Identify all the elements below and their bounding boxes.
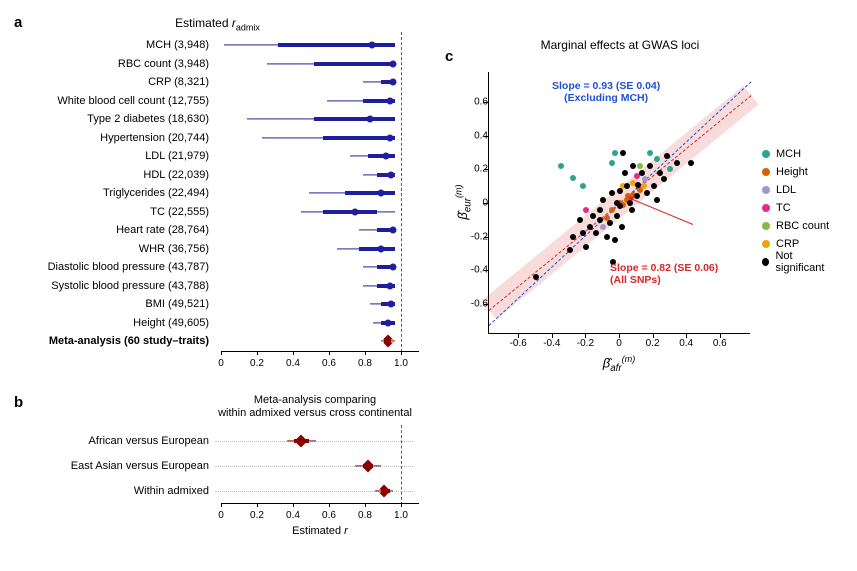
scatter-point [593, 230, 599, 236]
scatter-point [597, 217, 603, 223]
forest-row: Hypertension (20,744) [20, 129, 415, 148]
scatter-point [622, 170, 628, 176]
scatter-point [580, 183, 586, 189]
reference-line-a [401, 32, 402, 352]
forest-plot-b: African versus EuropeanEast Asian versus… [20, 428, 415, 503]
forest-row: Height (49,605) [20, 314, 415, 333]
forest-row: CRP (8,321) [20, 73, 415, 92]
scatter-point [558, 163, 564, 169]
forest-row: RBC count (3,948) [20, 55, 415, 74]
scatter-point [609, 207, 615, 213]
forest-row: Within admixed [20, 478, 415, 503]
forest-row: HDL (22,039) [20, 166, 415, 185]
forest-row: African versus European [20, 428, 415, 453]
forest-row: Heart rate (28,764) [20, 221, 415, 240]
scatter-point [647, 163, 653, 169]
legend-item: Height [762, 163, 840, 181]
panel-c: Marginal effects at GWAS loci -0.6-0.4-0… [440, 40, 840, 400]
annotation-all-snps: Slope = 0.82 (SE 0.06) (All SNPs) [610, 262, 718, 286]
scatter-point [639, 170, 645, 176]
scatter-point [614, 213, 620, 219]
scatter-point [620, 150, 626, 156]
scatter-point [570, 175, 576, 181]
x-axis-a: 00.20.40.60.81.0 [221, 351, 419, 381]
panel-b: Meta-analysis comparing within admixed v… [20, 400, 415, 555]
scatter-point [674, 160, 680, 166]
scatter-plot [488, 72, 750, 334]
scatter-point [612, 237, 618, 243]
scatter-point [654, 156, 660, 162]
legend-item: RBC count [762, 217, 840, 235]
scatter-point [651, 183, 657, 189]
scatter-point [587, 224, 593, 230]
scatter-point [624, 183, 630, 189]
legend-c: MCHHeightLDLTCRBC countCRPNot significan… [762, 145, 840, 271]
scatter-point [667, 166, 673, 172]
scatter-point [688, 160, 694, 166]
legend-item: MCH [762, 145, 840, 163]
scatter-point [533, 274, 539, 280]
legend-item: LDL [762, 181, 840, 199]
forest-row: Type 2 diabetes (18,630) [20, 110, 415, 129]
x-label-c: β̂afr(m) [488, 354, 750, 374]
forest-row: WHR (36,756) [20, 240, 415, 259]
scatter-point [607, 220, 613, 226]
scatter-point [577, 217, 583, 223]
forest-row: TC (22,555) [20, 203, 415, 222]
reference-line-b [401, 425, 402, 505]
scatter-point [657, 170, 663, 176]
scatter-point [597, 207, 603, 213]
forest-row: Diastolic blood pressure (43,787) [20, 258, 415, 277]
forest-row: BMI (49,521) [20, 295, 415, 314]
forest-row: Triglycerides (22,494) [20, 184, 415, 203]
panel-c-title: Marginal effects at GWAS loci [480, 38, 760, 52]
scatter-point [570, 234, 576, 240]
panel-a-title: Estimated radmix [20, 16, 415, 32]
panel-b-title: Meta-analysis comparing within admixed v… [215, 394, 415, 420]
scatter-point [664, 153, 670, 159]
forest-row: East Asian versus European [20, 453, 415, 478]
scatter-point [619, 224, 625, 230]
scatter-point [642, 176, 648, 182]
forest-plot-a: MCH (3,948)RBC count (3,948)CRP (8,321)W… [20, 36, 415, 351]
scatter-point [644, 190, 650, 196]
forest-row: LDL (21,979) [20, 147, 415, 166]
legend-item: TC [762, 199, 840, 217]
scatter-point [661, 176, 667, 182]
scatter-point [604, 234, 610, 240]
forest-row: Systolic blood pressure (43,788) [20, 277, 415, 296]
y-label-c: β̂eur(m) [454, 184, 474, 219]
x-label-b: Estimated r [221, 525, 419, 537]
scatter-point [600, 197, 606, 203]
scatter-point [567, 247, 573, 253]
scatter-point [612, 150, 618, 156]
scatter-point [583, 244, 589, 250]
scatter-point [635, 182, 641, 188]
scatter-point [583, 207, 589, 213]
scatter-point [609, 160, 615, 166]
legend-item: Not significant [762, 253, 840, 271]
scatter-point [629, 207, 635, 213]
scatter-point [617, 203, 623, 209]
scatter-point [637, 163, 643, 169]
scatter-point [654, 197, 660, 203]
forest-row: White blood cell count (12,755) [20, 92, 415, 111]
scatter-point [590, 213, 596, 219]
scatter-point [609, 190, 615, 196]
forest-row: MCH (3,948) [20, 36, 415, 55]
scatter-point [634, 193, 640, 199]
panel-a: Estimated radmix MCH (3,948)RBC count (3… [20, 20, 415, 370]
x-axis-b: 00.20.40.60.81.0 [221, 503, 419, 543]
scatter-point [630, 163, 636, 169]
scatter-point [580, 230, 586, 236]
scatter-point [647, 150, 653, 156]
annotation-excluding-mch: Slope = 0.93 (SE 0.04) (Excluding MCH) [552, 80, 660, 104]
forest-row: Meta-analysis (60 study–traits) [20, 332, 415, 351]
scatter-point [600, 224, 606, 230]
scatter-point [617, 188, 623, 194]
